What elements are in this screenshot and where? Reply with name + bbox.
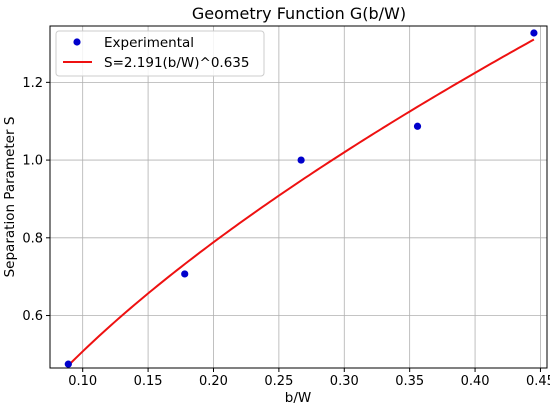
legend: Experimental S=2.191(b/W)^0.635 [55,30,265,77]
experimental-point [64,360,72,368]
plot-series [64,29,538,368]
experimental-point [413,122,422,130]
experimental-point [530,29,538,37]
y-axis-label: Separation Parameter S [2,117,18,278]
x-tick-label: 0.30 [330,374,359,389]
y-axis-ticks: 0.6 0.8 1.0 1.2 [22,76,50,324]
x-tick-label: 0.25 [264,374,293,389]
x-tick-label: 0.15 [134,374,163,389]
x-tick-label: 0.40 [461,374,490,389]
x-axis-label: b/W [285,390,311,406]
legend-box [55,30,265,77]
y-tick-label: 0.6 [22,309,43,324]
x-tick-label: 0.45 [526,374,550,389]
legend-label-fit: S=2.191(b/W)^0.635 [104,55,250,71]
y-tick-label: 1.0 [22,154,43,169]
x-tick-label: 0.35 [395,374,424,389]
x-tick-label: 0.20 [199,374,228,389]
experimental-point [181,270,189,278]
chart-title: Geometry Function G(b/W) [192,4,406,23]
legend-label-experimental: Experimental [104,35,194,51]
y-tick-label: 0.8 [22,231,43,246]
fit-curve-line [67,38,535,367]
x-tick-label: 0.10 [68,374,97,389]
x-axis-ticks: 0.10 0.15 0.20 0.25 0.30 0.35 0.40 0.45 [68,368,550,389]
experimental-point [297,156,305,164]
y-tick-label: 1.2 [22,76,43,91]
legend-marker-experimental [73,38,81,46]
plot-frame [49,25,548,369]
